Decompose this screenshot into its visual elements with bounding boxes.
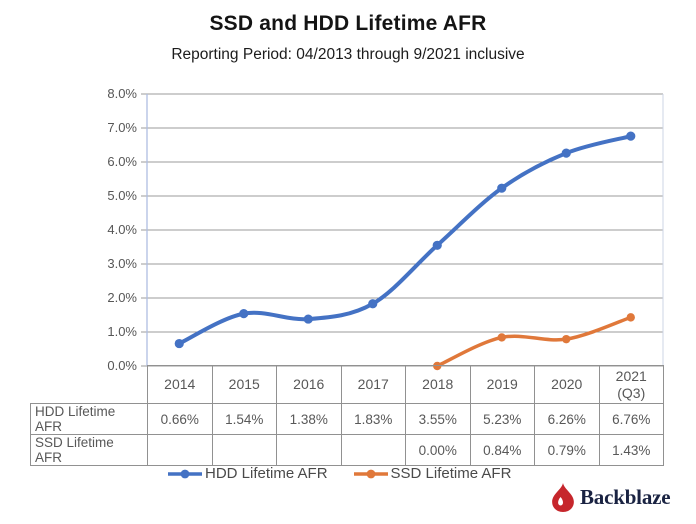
- y-tick-label: 0.0%: [107, 358, 137, 373]
- ssd-data-point: [626, 313, 635, 322]
- y-tick-label: 5.0%: [107, 188, 137, 203]
- table-cell: [211, 434, 277, 466]
- table-cell: [340, 434, 406, 466]
- legend-marker-icon: [353, 469, 388, 478]
- table-year-header: 2016: [276, 365, 342, 404]
- table-cell: 1.43%: [598, 434, 664, 466]
- y-tick-label: 8.0%: [107, 86, 137, 101]
- table-row: HDD Lifetime AFR 0.66% 1.54% 1.38% 1.83% 3.55…: [30, 403, 664, 435]
- table-corner-cell: [31, 366, 148, 404]
- chart-subtitle: Reporting Period: 04/2013 through 9/2021…: [171, 46, 525, 63]
- flame-icon: [552, 483, 574, 512]
- hdd-data-point: [239, 309, 249, 319]
- y-tick-label: 7.0%: [107, 120, 137, 135]
- table-year-header: 2020: [534, 365, 600, 404]
- plot-area: [141, 93, 664, 371]
- y-tick-label: 1.0%: [107, 324, 137, 339]
- ssd-row-label: SSD Lifetime AFR: [30, 434, 148, 466]
- legend-item-hdd: HDD Lifetime AFR: [168, 465, 328, 482]
- table-cell: 1.38%: [276, 403, 342, 435]
- table-year-header: 2017: [340, 365, 406, 404]
- hdd-series-line: [177, 134, 633, 346]
- hdd-data-point: [432, 240, 442, 250]
- legend-item-ssd: SSD Lifetime AFR: [353, 465, 512, 482]
- y-tick-label: 4.0%: [107, 222, 137, 237]
- ssd-data-point: [562, 334, 571, 344]
- legend-marker-icon: [168, 469, 202, 478]
- table-cell: 6.76%: [598, 403, 664, 435]
- y-tick-label: 3.0%: [107, 256, 137, 271]
- table-cell: 5.23%: [469, 403, 535, 435]
- backblaze-wordmark: Backblaze: [580, 485, 671, 509]
- table-cell: 0.00%: [405, 434, 471, 466]
- hdd-data-point: [561, 148, 571, 158]
- data-table: 2014 2015 2016 2017 2018 2019 2020 2021 (Q3) HDD…: [30, 365, 664, 466]
- hdd-data-point: [368, 299, 378, 309]
- table-cell: 0.84%: [469, 434, 535, 466]
- table-cell: 3.55%: [405, 403, 471, 435]
- table-cell: 1.54%: [211, 403, 277, 435]
- table-cell: 6.26%: [534, 403, 600, 435]
- backblaze-logo: Backblaze: [552, 483, 671, 512]
- ssd-series-line: [435, 315, 633, 368]
- table-cell: 0.79%: [534, 434, 600, 466]
- table-cell: [147, 434, 213, 466]
- ssd-data-point: [497, 333, 506, 342]
- table-year-header: 2021 (Q3): [598, 365, 664, 404]
- y-tick-label: 6.0%: [107, 154, 137, 169]
- table-year-header: 2015: [211, 365, 277, 404]
- table-year-header: 2018: [405, 365, 471, 404]
- hdd-row-label: HDD Lifetime AFR: [30, 403, 148, 435]
- table-year-header: 2019: [469, 365, 535, 404]
- table-row: SSD Lifetime AFR 0.00% 0.84% 0.79% 1.43%: [30, 434, 664, 466]
- y-tick-label: 2.0%: [107, 290, 137, 305]
- hdd-data-point: [303, 314, 313, 324]
- table-cell: 0.66%: [147, 403, 213, 435]
- table-header-row: 2014 2015 2016 2017 2018 2019 2020 2021 (Q3): [31, 365, 664, 404]
- hdd-data-point: [497, 183, 507, 193]
- table-year-header: 2014: [147, 365, 213, 404]
- hdd-data-point: [174, 338, 184, 349]
- hdd-data-point: [626, 131, 636, 141]
- legend: HDD Lifetime AFR SSD Lifetime AFR: [168, 465, 511, 482]
- legend-label: SSD Lifetime AFR: [390, 465, 512, 482]
- legend-label: HDD Lifetime AFR: [205, 465, 328, 482]
- table-cell: [276, 434, 342, 466]
- chart-title: SSD and HDD Lifetime AFR: [209, 12, 487, 35]
- table-cell: 1.83%: [340, 403, 406, 435]
